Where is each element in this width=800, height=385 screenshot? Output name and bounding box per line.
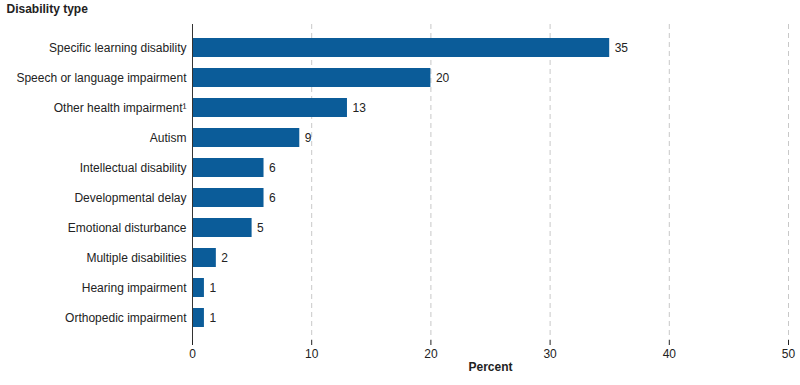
svg-text:Autism: Autism [150,131,187,145]
svg-text:1: 1 [209,311,216,325]
svg-text:40: 40 [663,347,677,361]
svg-text:50: 50 [782,347,796,361]
svg-text:Orthopedic impairment: Orthopedic impairment [65,311,187,325]
svg-text:Multiple disabilities: Multiple disabilities [86,251,186,265]
svg-text:Emotional disturbance: Emotional disturbance [68,221,187,235]
svg-text:2: 2 [221,251,228,265]
svg-text:9: 9 [305,131,312,145]
svg-text:20: 20 [436,71,450,85]
svg-text:1: 1 [209,281,216,295]
svg-text:13: 13 [352,101,366,115]
svg-text:Disability type: Disability type [7,2,89,16]
svg-text:Speech or language impairment: Speech or language impairment [16,71,187,85]
svg-text:Intellectual disability: Intellectual disability [80,161,187,175]
svg-text:Developmental delay: Developmental delay [74,191,186,205]
svg-text:6: 6 [269,161,276,175]
svg-text:Other health impairment¹: Other health impairment¹ [54,101,187,115]
svg-text:0: 0 [189,347,196,361]
svg-text:20: 20 [424,347,438,361]
svg-text:Specific learning disability: Specific learning disability [49,41,186,55]
svg-text:35: 35 [615,41,629,55]
svg-text:Hearing impairment: Hearing impairment [82,281,187,295]
svg-text:5: 5 [257,221,264,235]
svg-text:6: 6 [269,191,276,205]
svg-text:10: 10 [305,347,319,361]
svg-text:30: 30 [543,347,557,361]
svg-text:Percent: Percent [468,360,512,374]
